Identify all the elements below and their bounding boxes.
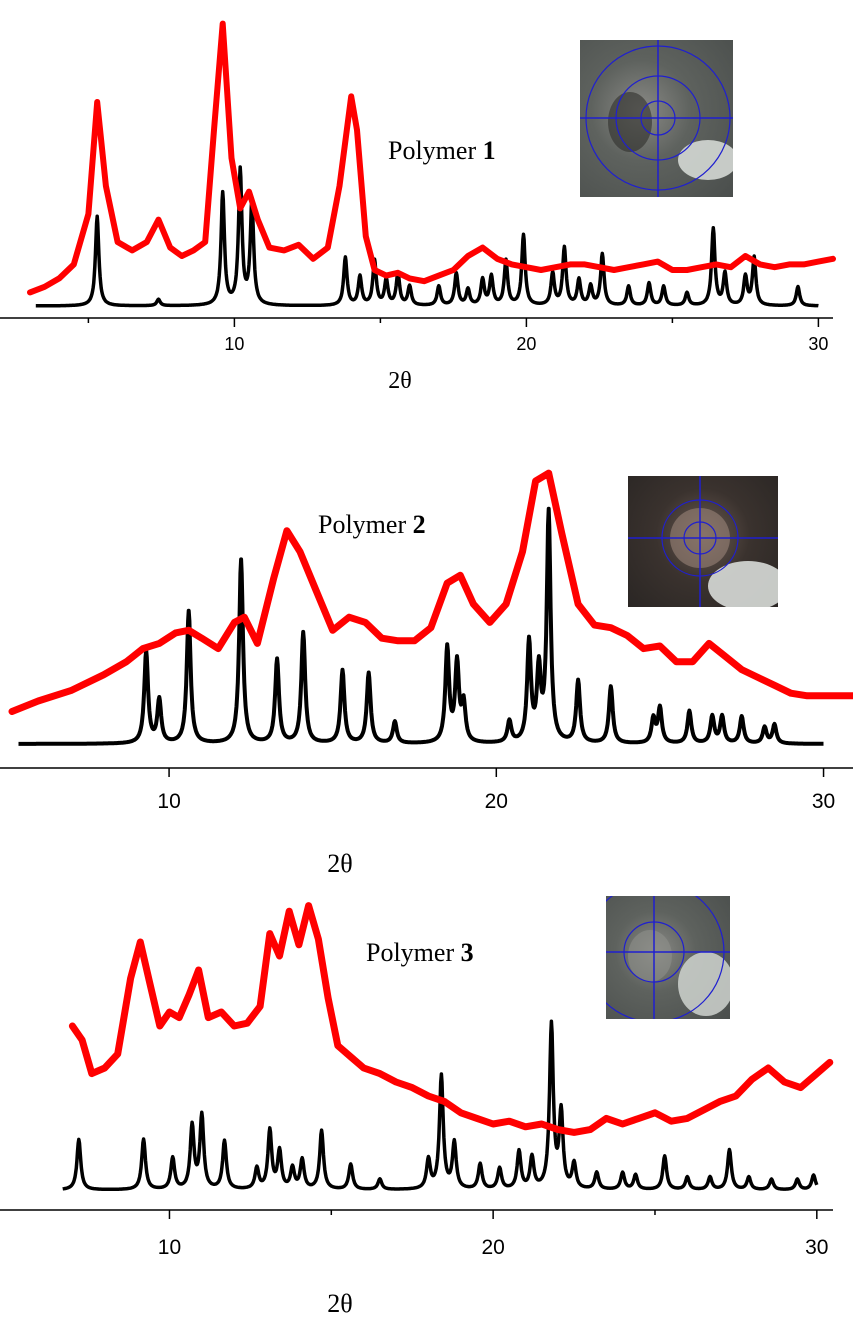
polymer-label-2: Polymer 2: [318, 510, 426, 540]
x-tick-label: 20: [516, 334, 536, 354]
pxrd-chart-2: 10 20 30 2θ: [0, 469, 853, 878]
polymer-label-1: Polymer 1: [388, 136, 496, 166]
x-tick-label: 10: [224, 334, 244, 354]
polymer-label-prefix: Polymer: [388, 136, 483, 165]
polymer-label-number: 2: [412, 510, 426, 539]
experimental-pattern-line: [68, 902, 834, 1136]
x-tick-label: 30: [808, 334, 828, 354]
crystal-photo-3: [606, 896, 730, 1019]
x-tick-label: 30: [805, 1236, 828, 1259]
x-axis-title: 2θ: [327, 1289, 352, 1318]
x-tick-label: 20: [481, 1236, 504, 1259]
crosshair-reticle-icon: [580, 40, 733, 197]
crystal-photo-1: [580, 40, 733, 197]
x-tick-label: 20: [485, 790, 508, 813]
chart-panel-3: 10 20 30 2θ Polymer 3: [0, 890, 853, 1320]
chart-panel-2: 10 20 30 2θ Polymer 2: [0, 469, 853, 890]
x-tick-label: 10: [157, 790, 180, 813]
simulated-pattern-line: [34, 165, 820, 308]
pxrd-chart-1: 10 20 30 2θ: [0, 20, 836, 394]
crystal-photo-2: [628, 476, 778, 607]
simulated-pattern-line: [61, 1019, 819, 1192]
crosshair-reticle-icon: [606, 896, 730, 1019]
simulated-pattern-line: [17, 506, 825, 746]
x-axis-title: 2θ: [327, 849, 352, 878]
experimental-pattern-line: [27, 20, 836, 296]
chart-panel-1: 10 20 30 2θ Polymer 1: [0, 0, 853, 400]
polymer-label-number: 1: [482, 136, 496, 165]
x-tick-label: 30: [812, 790, 835, 813]
pxrd-chart-3: 10 20 30 2θ: [0, 902, 834, 1318]
x-tick-label: 10: [158, 1236, 181, 1259]
x-axis-title: 2θ: [388, 368, 412, 394]
polymer-label-prefix: Polymer: [318, 510, 413, 539]
experimental-pattern-line: [8, 469, 853, 715]
polymer-label-prefix: Polymer: [366, 938, 461, 967]
polymer-label-3: Polymer 3: [366, 938, 474, 968]
crosshair-reticle-icon: [628, 476, 778, 607]
polymer-label-number: 3: [460, 938, 474, 967]
